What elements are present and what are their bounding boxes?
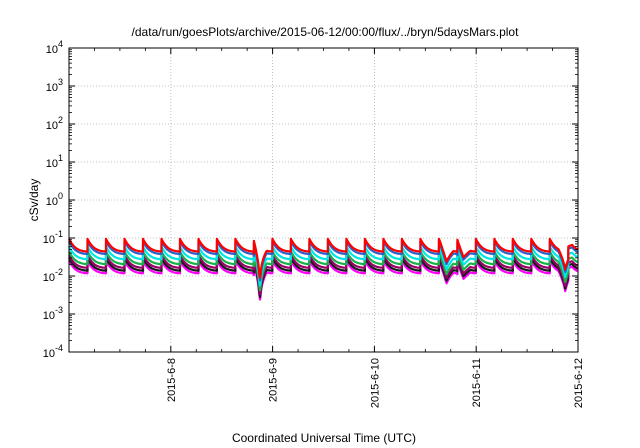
x-tick-labels: 2015-6-8 2015-6-9 2015-6-10 2015-6-11 2015-6… (166, 358, 585, 408)
series-line (68, 254, 579, 296)
ticks (69, 47, 579, 353)
y-tick-labels: 10-4 10-3 10-2 10-1 100 101 102 103 104 (43, 39, 63, 360)
x-tick-label: 2015-6-10 (369, 358, 381, 408)
x-tick-label: 2015-6-11 (471, 358, 483, 407)
series-line (68, 245, 579, 287)
y-tick-label: 103 (46, 77, 63, 94)
series-line (68, 250, 579, 292)
y-tick-label: 102 (46, 115, 63, 132)
y-tick-label: 104 (46, 39, 63, 56)
x-tick-label: 2015-6-12 (573, 358, 585, 408)
x-axis-title: Coordinated Universal Time (UTC) (232, 431, 416, 445)
y-tick-label: 101 (46, 153, 63, 170)
y-tick-label: 10-4 (43, 343, 63, 360)
y-tick-label: 10-3 (43, 305, 63, 322)
y-tick-label: 100 (46, 191, 63, 208)
y-axis-title: cSv/day (27, 179, 41, 222)
series-line (68, 256, 579, 298)
series-line (68, 259, 579, 301)
y-tick-label: 10-1 (43, 229, 63, 246)
series-line (68, 240, 579, 282)
x-tick-label: 2015-6-9 (268, 358, 280, 402)
chart-title: /data/run/goesPlots/archive/2015-06-12/0… (132, 25, 520, 39)
y-tick-label: 10-2 (43, 267, 63, 284)
x-tick-label: 2015-6-8 (166, 358, 178, 402)
series-line (68, 237, 579, 279)
grid (69, 48, 578, 352)
series-lines (68, 237, 579, 301)
